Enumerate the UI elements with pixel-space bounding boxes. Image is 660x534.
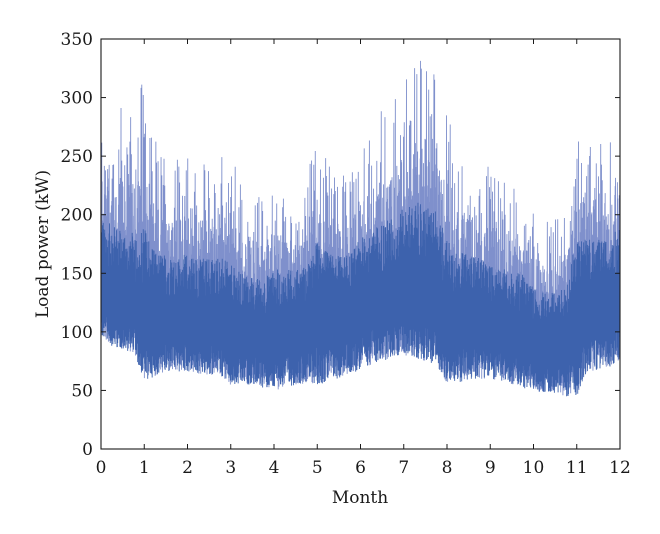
x-tick-label: 7	[398, 458, 409, 478]
x-tick-label: 10	[523, 458, 545, 478]
x-tick-label: 2	[182, 458, 193, 478]
series-layer	[100, 60, 621, 397]
x-axis-label: Month	[332, 488, 388, 508]
x-tick-label: 1	[139, 458, 150, 478]
x-tick-label: 6	[355, 458, 366, 478]
y-tick-label: 0	[82, 440, 93, 460]
y-tick-label: 350	[61, 30, 93, 50]
x-tick-label: 9	[485, 458, 496, 478]
x-tick-label: 0	[96, 458, 107, 478]
x-tick-label: 11	[566, 458, 588, 478]
x-tick-label: 4	[269, 458, 280, 478]
series-line-core	[100, 202, 621, 397]
y-tick-label: 300	[61, 89, 93, 109]
y-tick-label: 150	[61, 264, 93, 284]
y-tick-label: 200	[61, 206, 93, 226]
x-tick-label: 5	[312, 458, 323, 478]
x-tick-label: 3	[225, 458, 236, 478]
y-tick-label: 50	[71, 381, 93, 401]
x-tick-label: 8	[442, 458, 453, 478]
y-axis-label: Load power (kW)	[33, 170, 53, 318]
x-tick-label: 12	[609, 458, 631, 478]
y-tick-label: 250	[61, 147, 93, 167]
y-tick-label: 100	[61, 323, 93, 343]
